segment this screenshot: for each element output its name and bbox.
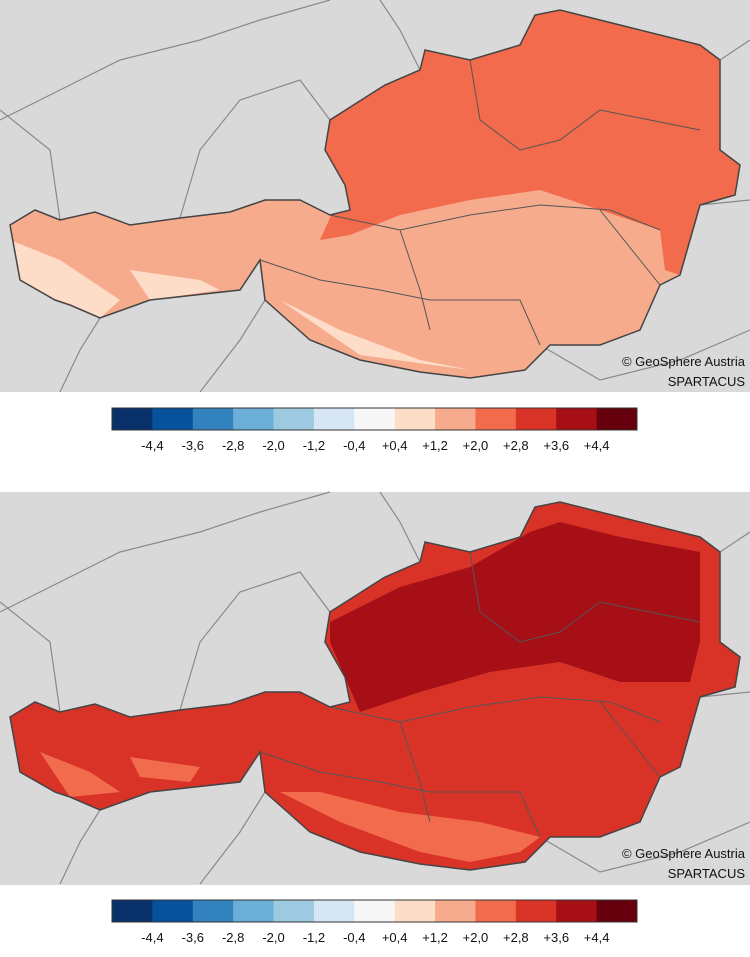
colorbar-label: +2,8 — [503, 930, 529, 945]
colorbar-bin — [354, 900, 396, 922]
colorbar-bin — [515, 900, 557, 922]
colorbar-label: +0,4 — [382, 438, 408, 453]
colorbar-label: +1,2 — [422, 930, 448, 945]
colorbar-label: -3,6 — [182, 930, 204, 945]
colorbar-label: -1,2 — [303, 438, 325, 453]
colorbar-label: +2,8 — [503, 438, 529, 453]
colorbar-bin — [192, 900, 234, 922]
colorbar-bin — [273, 408, 315, 430]
colorbar-label: -3,6 — [182, 438, 204, 453]
colorbar-frame — [111, 899, 638, 923]
credit: © GeoSphere Austria — [622, 354, 746, 369]
map-panel: © GeoSphere Austria SPARTACUS — [0, 0, 750, 393]
colorbar-bin — [313, 900, 355, 922]
colorbar-label: -0,4 — [343, 930, 365, 945]
colorbar-bin — [152, 900, 194, 922]
colorbar-label: -4,4 — [141, 930, 163, 945]
temperature-zones — [10, 10, 740, 370]
colorbar-bin — [556, 900, 598, 922]
colorbar-label: -4,4 — [141, 438, 163, 453]
colorbar-bin — [354, 408, 396, 430]
source: SPARTACUS — [668, 866, 746, 881]
colorbar-label: -2,0 — [262, 930, 284, 945]
colorbar-label: -0,4 — [343, 438, 365, 453]
colorbar-bin — [233, 900, 275, 922]
colorbar-bin — [394, 408, 436, 430]
colorbar-frame — [111, 407, 638, 431]
colorbar-bin — [152, 408, 194, 430]
colorbar-label: -2,8 — [222, 438, 244, 453]
colorbar-label: +4,4 — [584, 438, 610, 453]
colorbar-label: -1,2 — [303, 930, 325, 945]
colorbar-bin — [596, 408, 638, 430]
colorbar-label: +1,2 — [422, 438, 448, 453]
colorbar-bin — [313, 408, 355, 430]
credit: © GeoSphere Austria — [622, 846, 746, 861]
colorbar-bin — [475, 408, 517, 430]
colorbar-label: -2,0 — [262, 438, 284, 453]
colorbar-bin — [596, 900, 638, 922]
colorbar-bin — [394, 900, 436, 922]
colorbar: -4,4 -3,6 -2,8 -2,0 -1,2 -0,4 +0,4 +1,2 +2,0 +2,8… — [111, 899, 638, 945]
colorbar-label: +3,6 — [543, 930, 569, 945]
colorbar: -4,4 -3,6 -2,8 -2,0 -1,2 -0,4 +0,4 +1,2 +2,0 +2,8… — [111, 407, 638, 453]
colorbar-label: +2,0 — [463, 438, 489, 453]
colorbar-label: +4,4 — [584, 930, 610, 945]
map-panel: © GeoSphere Austria SPARTACUS — [0, 491, 750, 885]
colorbar-bin — [475, 900, 517, 922]
colorbar-bin — [435, 900, 476, 922]
colorbar-label: +3,6 — [543, 438, 569, 453]
colorbar-bin — [435, 408, 476, 430]
colorbar-bin — [556, 408, 598, 430]
colorbar-bin — [515, 408, 557, 430]
colorbar-bin — [192, 408, 234, 430]
colorbar-label: -2,8 — [222, 930, 244, 945]
colorbar-bin — [233, 408, 275, 430]
colorbar-label: +2,0 — [463, 930, 489, 945]
temperature-zones — [40, 522, 700, 862]
source: SPARTACUS — [668, 374, 746, 389]
colorbar-bin — [112, 408, 153, 430]
colorbar-label: +0,4 — [382, 930, 408, 945]
colorbar-bin — [112, 900, 153, 922]
colorbar-bin — [273, 900, 315, 922]
